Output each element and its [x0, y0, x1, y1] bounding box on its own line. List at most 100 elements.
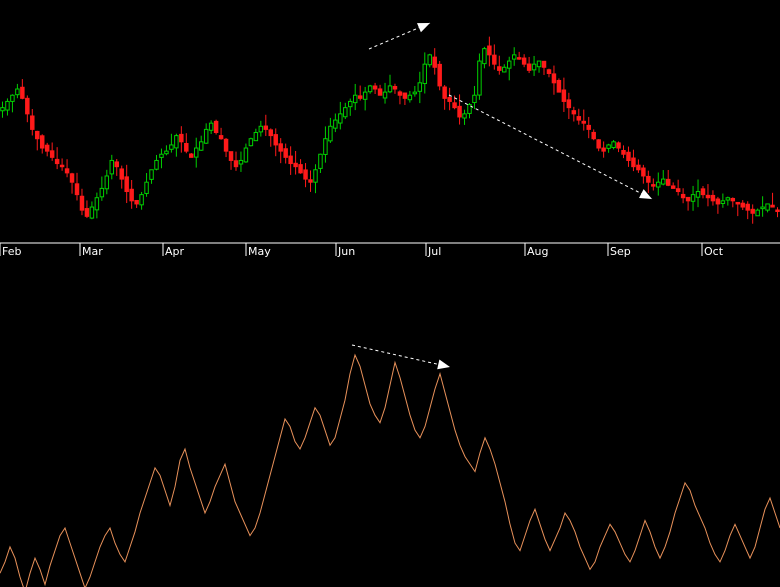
candle-body [74, 183, 80, 196]
candle-body [228, 151, 234, 161]
candle-body [30, 115, 35, 130]
candle-body [730, 197, 736, 202]
candle-body [725, 197, 731, 201]
price-annotations [368, 22, 653, 200]
candle-body [44, 144, 50, 152]
indicator-arrow-head [437, 359, 450, 370]
candle-body [646, 175, 651, 183]
candle-body [656, 181, 661, 188]
candle-body [626, 151, 631, 161]
candle-body [417, 82, 423, 92]
candle-body [765, 203, 770, 211]
candle-body [273, 134, 278, 146]
candle-body [720, 200, 726, 204]
candle-body [710, 194, 716, 202]
candle-body [348, 100, 353, 108]
candle-body [760, 206, 765, 210]
candle-body [621, 150, 626, 155]
candle-body [457, 105, 462, 118]
candle-body [546, 69, 552, 74]
candle-body [367, 85, 373, 93]
candle-body [293, 162, 298, 168]
candle-body [750, 208, 755, 214]
candle-body [492, 54, 497, 65]
candle-body [94, 197, 100, 211]
candle-body [194, 147, 199, 158]
candle-body [695, 191, 701, 198]
candle-body [551, 73, 557, 84]
candle-body [556, 79, 562, 93]
indicator-annotations [351, 344, 451, 370]
candle-body [447, 97, 452, 102]
candle-body [174, 135, 179, 149]
candle-body [79, 195, 85, 211]
candle-body [685, 196, 691, 202]
candle-body [69, 173, 75, 183]
candle-body [462, 113, 467, 119]
candle-body [377, 88, 383, 96]
candle-body [526, 63, 532, 71]
x-tick-label: Jul [427, 245, 441, 258]
candle-body [586, 124, 591, 130]
candle-body [740, 202, 745, 208]
candle-body [576, 116, 582, 121]
candle-body [516, 57, 522, 60]
candle-body [571, 110, 577, 115]
candle-body [541, 60, 547, 68]
price-arrow-down-head [639, 189, 652, 199]
candle-body [715, 198, 721, 205]
indicator-line [0, 353, 780, 587]
candle-body [745, 203, 750, 211]
candle-body [641, 167, 646, 177]
candle-body [437, 63, 442, 87]
candle-body [84, 208, 90, 217]
candle-body [382, 91, 388, 99]
candle-body [487, 45, 492, 56]
candle-body [775, 209, 780, 213]
candle-body [39, 135, 45, 149]
candle-body [278, 143, 283, 152]
candle-body [10, 94, 15, 102]
candle-body [179, 133, 184, 143]
candle-body [154, 159, 159, 170]
candle-body [616, 142, 621, 149]
candle-body [218, 135, 224, 140]
candle-body [680, 193, 686, 199]
candle-body [561, 89, 567, 102]
candle-body [25, 97, 30, 115]
candle-body [467, 104, 472, 114]
candle-body [566, 99, 572, 109]
candle-body [159, 153, 164, 158]
x-tick-label: Sep [610, 245, 631, 258]
candle-body [690, 194, 696, 202]
candle-body [506, 60, 512, 69]
candle-body [208, 122, 214, 131]
price-arrow-down [448, 94, 653, 200]
candle-body [675, 188, 681, 193]
candle-body [700, 188, 706, 196]
candle-body [511, 54, 517, 60]
candle-body [323, 138, 328, 155]
x-tick-label: Feb [2, 245, 21, 258]
candle-body [243, 147, 249, 163]
candle-body [35, 130, 40, 140]
candle-body [49, 150, 55, 158]
candle-body [665, 178, 671, 186]
candle-body [601, 147, 606, 152]
candle-body [124, 176, 129, 193]
candle-body [129, 188, 134, 202]
candle-body [362, 91, 368, 100]
candle-body [596, 139, 601, 149]
candle-body [755, 209, 760, 217]
candle-body [268, 129, 274, 137]
candle-body [333, 119, 338, 129]
candle-body [288, 155, 293, 165]
x-tick-label: May [248, 245, 271, 258]
candle-body [54, 158, 60, 165]
candle-body [427, 54, 432, 66]
candle-body [139, 194, 144, 206]
price-candles [0, 36, 780, 224]
candle-body [407, 94, 413, 101]
candle-body [670, 185, 676, 189]
candle-body [412, 91, 418, 95]
